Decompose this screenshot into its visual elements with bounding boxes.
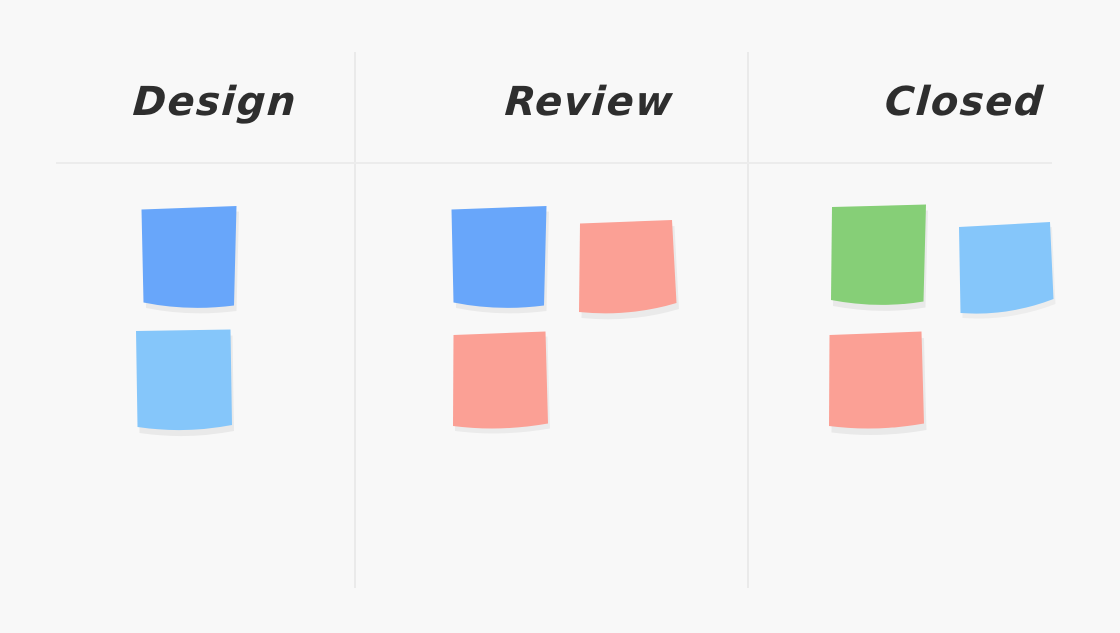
note-body — [579, 220, 677, 314]
note-body — [136, 329, 232, 431]
sticky-note[interactable] — [450, 205, 570, 325]
note-body — [959, 222, 1054, 314]
note-body — [829, 331, 924, 429]
sticky-note[interactable] — [958, 221, 1078, 341]
note-body — [451, 206, 547, 308]
sticky-note[interactable] — [828, 330, 948, 450]
column-title-closed: Closed — [883, 79, 1046, 125]
note-body — [831, 204, 926, 305]
column-title-review: Review — [503, 79, 676, 125]
note-body — [453, 331, 548, 429]
sticky-note[interactable] — [452, 330, 572, 450]
column-divider-1 — [354, 52, 356, 588]
column-title-design: Design — [131, 79, 299, 125]
sticky-note[interactable] — [135, 327, 255, 447]
sticky-note[interactable] — [830, 203, 950, 323]
sticky-note[interactable] — [578, 219, 698, 339]
note-body — [141, 206, 237, 308]
sticky-note[interactable] — [140, 205, 260, 325]
header-separator — [56, 162, 1052, 164]
column-divider-2 — [747, 52, 749, 588]
